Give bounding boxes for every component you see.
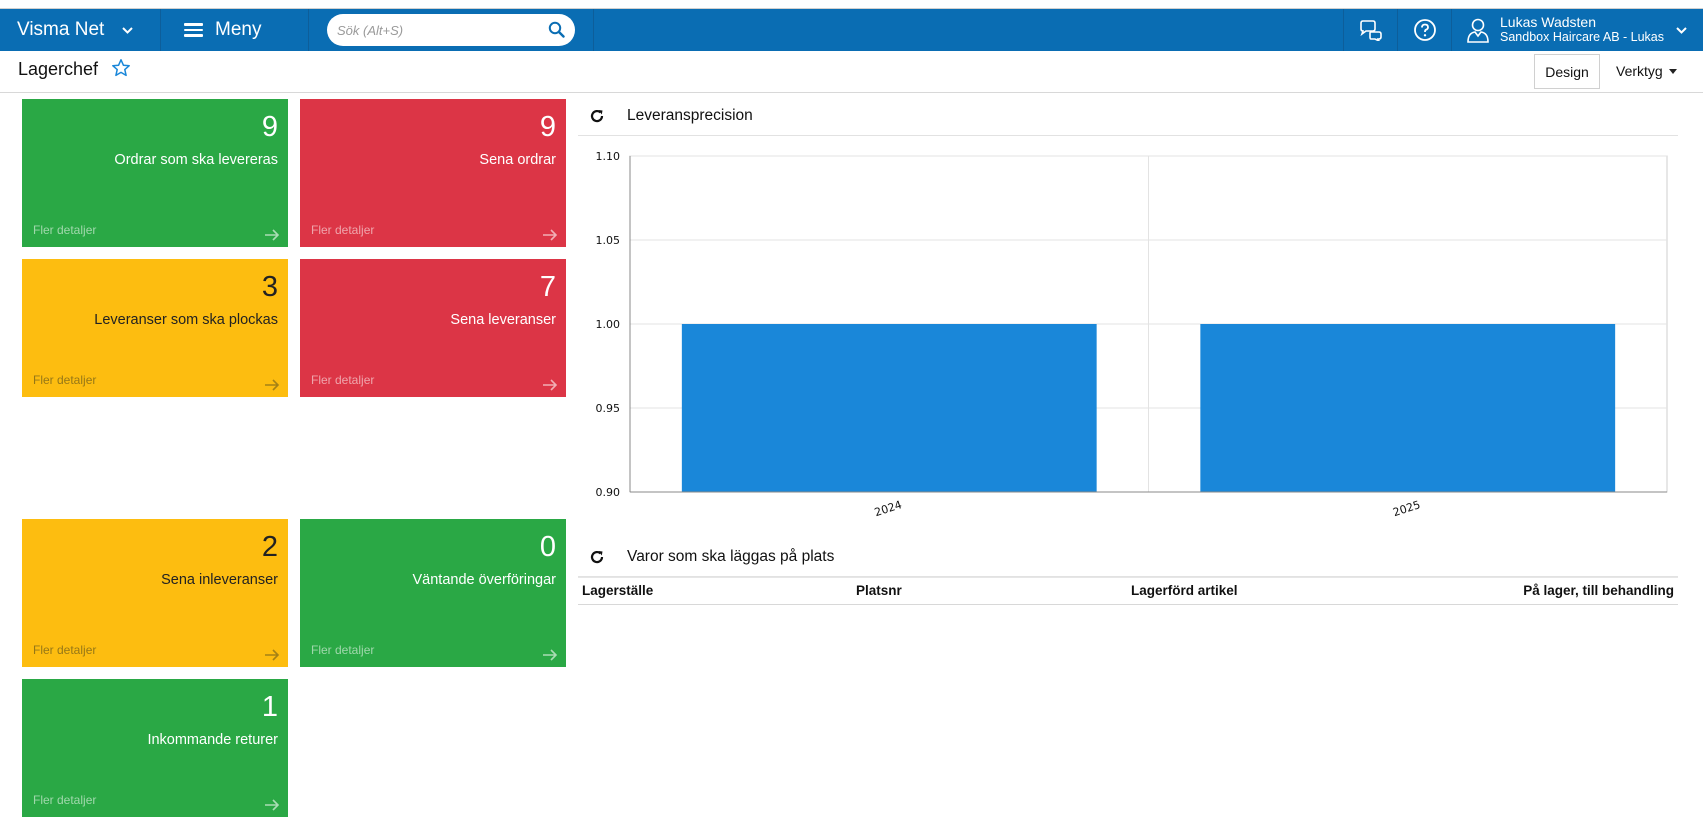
arrow-right-icon bbox=[543, 229, 558, 241]
tile-label: Sena ordrar bbox=[479, 152, 556, 168]
column-header-location[interactable]: Platsnr bbox=[856, 583, 902, 598]
arrow-right-icon bbox=[265, 799, 280, 811]
tile-label: Sena leveranser bbox=[450, 312, 556, 328]
column-header-warehouse[interactable]: Lagerställe bbox=[582, 583, 654, 598]
chat-icon bbox=[1359, 20, 1382, 41]
tile-more-details[interactable]: Fler detaljer bbox=[33, 793, 97, 807]
navbar-right: Lukas Wadsten Sandbox Haircare AB - Luka… bbox=[1343, 9, 1703, 51]
tile-more-details[interactable]: Fler detaljer bbox=[311, 373, 375, 387]
tile-late-deliveries[interactable]: 7 Sena leveranser Fler detaljer bbox=[300, 259, 566, 397]
refresh-icon[interactable] bbox=[589, 549, 605, 565]
bar bbox=[681, 324, 1097, 492]
tile-label: Inkommande returer bbox=[147, 732, 278, 748]
tile-deliveries-to-pick[interactable]: 3 Leveranser som ska plockas Fler detalj… bbox=[22, 259, 288, 397]
bar bbox=[1200, 324, 1616, 492]
menu-label: Meny bbox=[215, 19, 262, 40]
favorite-star-icon[interactable] bbox=[111, 58, 131, 83]
tile-count: 0 bbox=[539, 531, 556, 563]
x-tick-label: 2024 bbox=[873, 498, 904, 519]
x-tick-label: 2025 bbox=[1391, 498, 1422, 519]
search-input[interactable] bbox=[337, 22, 537, 38]
help-button[interactable] bbox=[1397, 9, 1451, 51]
tile-count: 7 bbox=[539, 271, 556, 303]
chart-widget-title: Leveransprecision bbox=[627, 106, 753, 124]
top-navbar: Visma Net Meny Lukas Wadsten Sandbox Hai… bbox=[0, 9, 1703, 51]
arrow-right-icon bbox=[265, 649, 280, 661]
column-header-on-hand[interactable]: På lager, till behandling bbox=[1523, 583, 1674, 598]
tile-more-details[interactable]: Fler detaljer bbox=[33, 373, 97, 387]
help-icon bbox=[1413, 19, 1436, 41]
design-button[interactable]: Design bbox=[1534, 54, 1600, 89]
tile-orders-to-deliver[interactable]: 9 Ordrar som ska levereras Fler detaljer bbox=[22, 99, 288, 247]
menu-button[interactable]: Meny bbox=[161, 9, 309, 51]
arrow-right-icon bbox=[265, 379, 280, 391]
tile-more-details[interactable]: Fler detaljer bbox=[33, 223, 97, 237]
y-tick-label: 0.90 bbox=[596, 486, 621, 499]
column-header-stock-item[interactable]: Lagerförd artikel bbox=[1131, 583, 1238, 598]
tile-incoming-returns[interactable]: 1 Inkommande returer Fler detaljer bbox=[22, 679, 288, 817]
arrow-right-icon bbox=[265, 229, 280, 241]
arrow-right-icon bbox=[543, 379, 558, 391]
tile-count: 2 bbox=[261, 531, 278, 563]
table-widget-title: Varor som ska läggas på plats bbox=[627, 547, 835, 565]
arrow-right-icon bbox=[543, 649, 558, 661]
tools-label: Verktyg bbox=[1616, 63, 1663, 79]
putaway-table-header: Lagerställe Platsnr Lagerförd artikel På… bbox=[578, 577, 1678, 605]
brand-name: Visma Net bbox=[17, 19, 105, 40]
user-name: Lukas Wadsten bbox=[1500, 14, 1596, 30]
tile-count: 1 bbox=[261, 691, 278, 723]
brand-switcher[interactable]: Visma Net bbox=[0, 9, 161, 51]
tile-label: Ordrar som ska levereras bbox=[114, 152, 278, 168]
user-icon bbox=[1467, 18, 1489, 43]
tile-count: 9 bbox=[261, 111, 278, 143]
table-widget-header: Varor som ska läggas på plats bbox=[578, 537, 1678, 577]
caret-down-icon bbox=[1668, 68, 1677, 74]
chart-widget-header: Leveransprecision bbox=[578, 96, 1678, 136]
y-tick-label: 1.05 bbox=[596, 234, 621, 247]
tile-late-orders[interactable]: 9 Sena ordrar Fler detaljer bbox=[300, 99, 566, 247]
tile-label: Sena inleveranser bbox=[161, 572, 278, 588]
tile-more-details[interactable]: Fler detaljer bbox=[311, 223, 375, 237]
tile-count: 3 bbox=[261, 271, 278, 303]
y-tick-label: 0.95 bbox=[596, 402, 621, 415]
tile-more-details[interactable]: Fler detaljer bbox=[311, 643, 375, 657]
hamburger-icon bbox=[184, 23, 203, 37]
tile-label: Leveranser som ska plockas bbox=[94, 312, 278, 328]
user-company: Sandbox Haircare AB - Lukas bbox=[1500, 30, 1664, 44]
y-tick-label: 1.10 bbox=[596, 150, 621, 163]
search-box bbox=[327, 14, 575, 46]
search-icon[interactable] bbox=[548, 21, 565, 43]
chevron-down-icon bbox=[1676, 23, 1687, 37]
tile-late-receipts[interactable]: 2 Sena inleveranser Fler detaljer bbox=[22, 519, 288, 667]
tile-count: 9 bbox=[539, 111, 556, 143]
refresh-icon[interactable] bbox=[589, 108, 605, 124]
navbar-divider bbox=[593, 9, 594, 51]
chat-button[interactable] bbox=[1343, 9, 1397, 51]
tile-pending-transfers[interactable]: 0 Väntande överföringar Fler detaljer bbox=[300, 519, 566, 667]
delivery-precision-chart: 0.90 0.95 1.00 1.05 1.10 2024 2025 bbox=[596, 150, 1668, 519]
page-title: Lagerchef bbox=[18, 59, 99, 79]
window-top-strip bbox=[0, 0, 1703, 9]
tile-label: Väntande överföringar bbox=[412, 572, 557, 588]
page-header: Lagerchef Design Verktyg bbox=[0, 51, 1703, 93]
user-menu[interactable]: Lukas Wadsten Sandbox Haircare AB - Luka… bbox=[1451, 9, 1703, 51]
y-tick-label: 1.00 bbox=[596, 318, 621, 331]
tools-dropdown[interactable]: Verktyg bbox=[1616, 63, 1677, 79]
chevron-down-icon bbox=[122, 23, 134, 37]
tile-more-details[interactable]: Fler detaljer bbox=[33, 643, 97, 657]
